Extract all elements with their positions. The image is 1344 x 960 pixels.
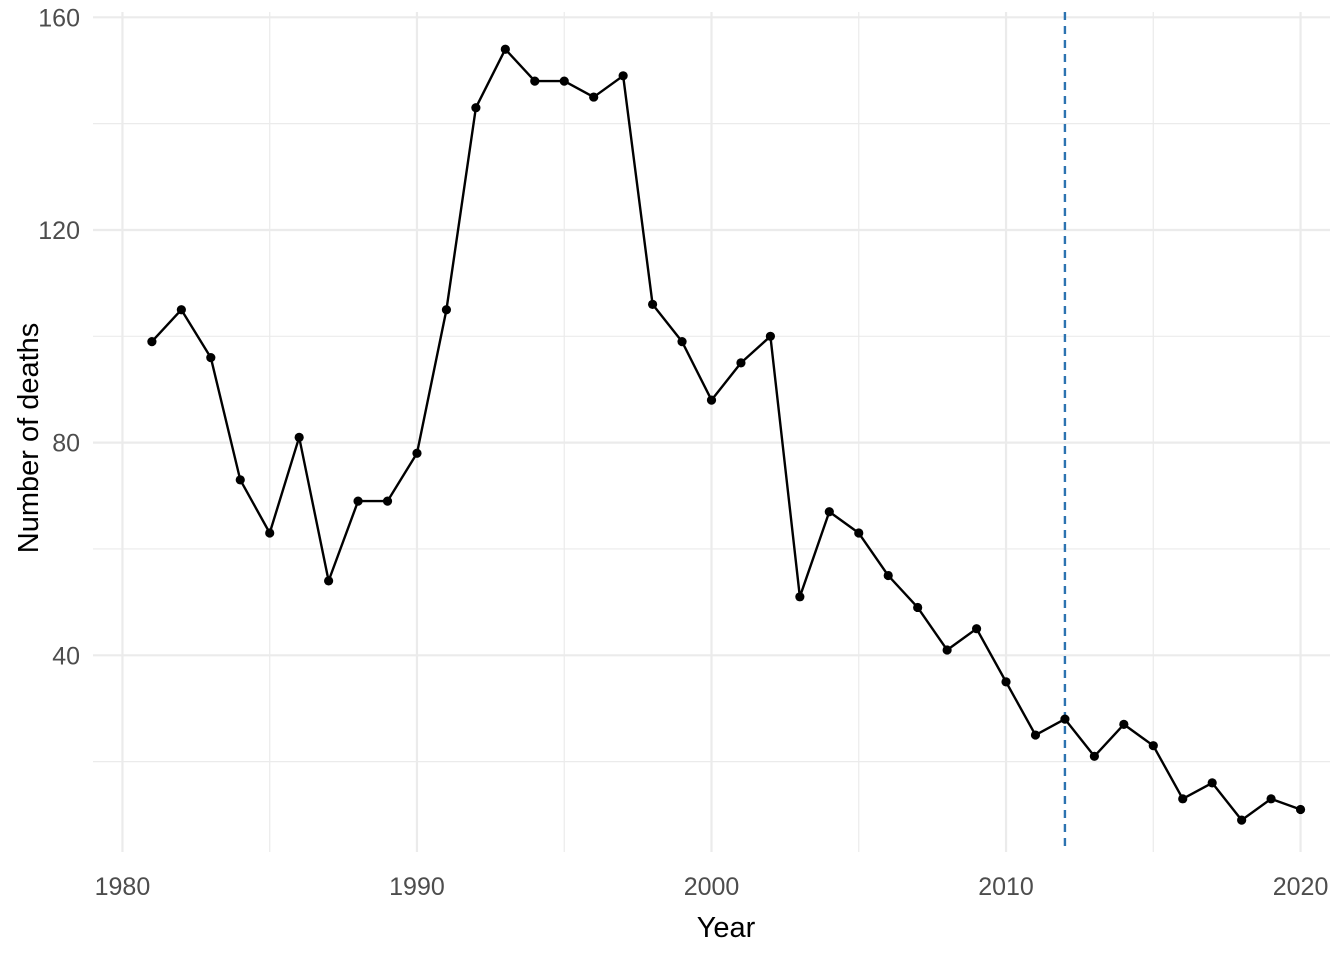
x-tick-label: 2020	[1273, 873, 1329, 901]
data-point	[795, 592, 805, 602]
data-point	[559, 76, 569, 86]
data-point	[441, 305, 452, 315]
data-point	[1119, 719, 1129, 730]
data-point	[1266, 794, 1276, 804]
data-point	[647, 299, 658, 310]
data-point	[854, 528, 864, 538]
data-point	[206, 352, 216, 363]
data-point	[294, 432, 304, 442]
data-point	[1089, 751, 1099, 761]
y-axis-title: Number of deaths	[13, 323, 45, 554]
data-point	[942, 645, 952, 655]
data-point	[500, 44, 510, 54]
data-point	[618, 71, 628, 81]
data-point	[530, 76, 540, 86]
data-point	[883, 570, 893, 581]
x-axis-title: Year	[697, 912, 756, 944]
data-point	[1178, 794, 1188, 804]
y-tick-label: 80	[52, 430, 80, 458]
data-point	[824, 507, 834, 517]
data-point	[1030, 730, 1041, 740]
data-point	[382, 496, 393, 506]
data-point	[1001, 677, 1011, 687]
data-point	[1237, 815, 1247, 825]
y-tick-label: 120	[38, 217, 80, 245]
data-point	[1295, 804, 1306, 815]
data-point	[1148, 741, 1158, 751]
data-point	[736, 358, 746, 368]
data-point	[265, 528, 275, 538]
data-point	[412, 448, 422, 458]
data-point	[913, 602, 923, 613]
y-tick-label: 160	[38, 4, 80, 32]
x-tick-label: 1990	[389, 873, 445, 901]
data-point	[706, 395, 717, 405]
data-point	[1060, 714, 1070, 724]
data-point	[589, 92, 599, 102]
data-point	[176, 305, 186, 315]
data-point	[353, 496, 363, 506]
data-point	[235, 475, 245, 485]
data-point	[1207, 778, 1217, 788]
data-point	[471, 103, 481, 113]
data-point	[147, 337, 157, 347]
data-point	[324, 576, 334, 586]
x-tick-label: 2000	[684, 873, 740, 901]
y-axis-tick-labels: 40 80 120 160	[38, 4, 80, 670]
series-layer	[147, 44, 1306, 825]
x-tick-label: 1980	[95, 873, 151, 901]
y-tick-label: 40	[52, 642, 80, 670]
x-tick-label: 2010	[978, 873, 1034, 901]
major-gridlines	[93, 12, 1330, 852]
data-point	[765, 331, 776, 341]
data-point	[677, 337, 687, 347]
data-point	[971, 624, 982, 634]
x-axis-tick-labels: 1980 1990 2000 2010 2020	[95, 873, 1329, 901]
series-line	[151, 48, 1301, 822]
